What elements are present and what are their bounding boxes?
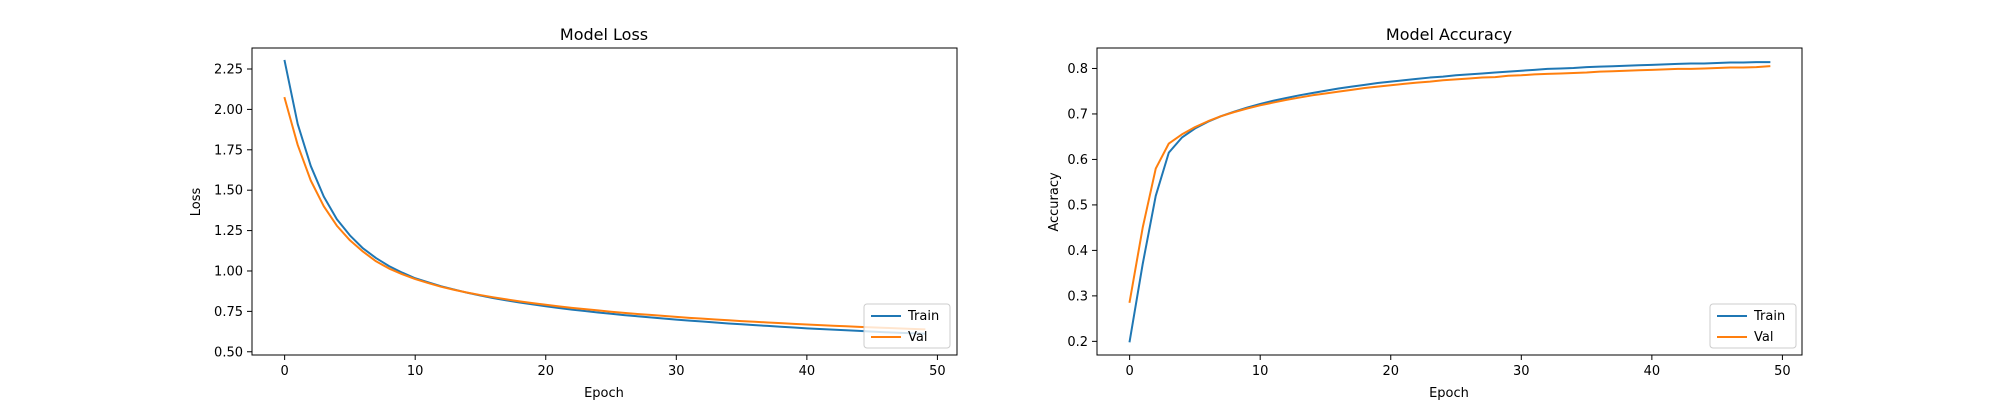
loss-y-axis-label: Loss [189,188,204,217]
loss-x-tick-label: 30 [668,364,685,379]
accuracy-chart: Model Accuracy 0 10 20 30 40 50 0.20.30.40.50… [1047,25,1803,400]
accuracy-plot-frame [1096,47,1803,356]
loss-legend-label-train: Train [907,309,939,324]
accuracy-y-tick-label: 0.8 [1067,62,1088,77]
loss-x-tick-label: 10 [407,364,424,379]
loss-y-tick-label: 1.50 [214,184,243,199]
accuracy-y-tick-label: 0.2 [1067,335,1088,350]
loss-plot-frame [251,47,958,356]
loss-y-ticks: 0.50 0.75 1.00 1.25 1.50 1.75 2.00 2.25 [214,63,252,360]
accuracy-chart-title: Model Accuracy [1386,25,1512,44]
accuracy-y-tick-label: 0.3 [1067,289,1088,304]
accuracy-x-tick-label: 0 [1125,364,1133,379]
loss-x-tick-label: 0 [280,364,288,379]
accuracy-y-axis-label: Accuracy [1047,172,1062,232]
accuracy-x-tick-label: 40 [1644,364,1661,379]
loss-line-val [283,96,926,331]
loss-y-tick-label: 1.00 [214,264,243,279]
loss-y-tick-label: 2.00 [214,103,243,118]
loss-y-tick-label: 0.75 [214,305,243,320]
loss-y-tick-label: 1.75 [214,143,243,158]
accuracy-y-tick-label: 0.6 [1067,153,1088,168]
loss-chart: Model Loss 0 10 20 30 40 50 0.50 0.75 1.00 1.25 1… [189,25,958,400]
accuracy-series [1128,61,1771,343]
loss-x-tick-label: 40 [799,364,816,379]
loss-x-tick-label: 20 [537,364,554,379]
loss-y-tick-label: 0.50 [214,345,243,360]
accuracy-y-tick-label: 0.5 [1067,198,1088,213]
accuracy-legend-label-val: Val [1754,330,1773,345]
accuracy-x-axis-label: Epoch [1429,386,1469,400]
accuracy-y-ticks: 0.2 0.3 0.4 0.5 0.6 0.7 0.8 [1067,62,1097,350]
accuracy-y-tick-label: 0.4 [1067,244,1088,259]
accuracy-x-ticks: 0 10 20 30 40 50 [1125,355,1791,379]
accuracy-legend: Train Val [1709,303,1797,349]
loss-line-train [283,59,926,335]
loss-legend-label-val: Val [908,330,927,345]
loss-y-tick-label: 1.25 [214,224,243,239]
loss-series [283,59,926,335]
loss-chart-title: Model Loss [560,25,648,44]
accuracy-x-tick-label: 30 [1513,364,1530,379]
accuracy-line-val [1128,65,1771,303]
loss-x-axis-label: Epoch [584,386,624,400]
loss-y-tick-label: 2.25 [214,63,243,78]
loss-x-tick-label: 50 [929,364,946,379]
accuracy-legend-label-train: Train [1753,309,1785,324]
loss-legend: Train Val [863,303,951,349]
accuracy-x-tick-label: 50 [1774,364,1791,379]
loss-x-ticks: 0 10 20 30 40 50 [280,355,946,379]
accuracy-x-tick-label: 20 [1382,364,1399,379]
accuracy-y-tick-label: 0.7 [1067,107,1088,122]
accuracy-x-tick-label: 10 [1252,364,1269,379]
